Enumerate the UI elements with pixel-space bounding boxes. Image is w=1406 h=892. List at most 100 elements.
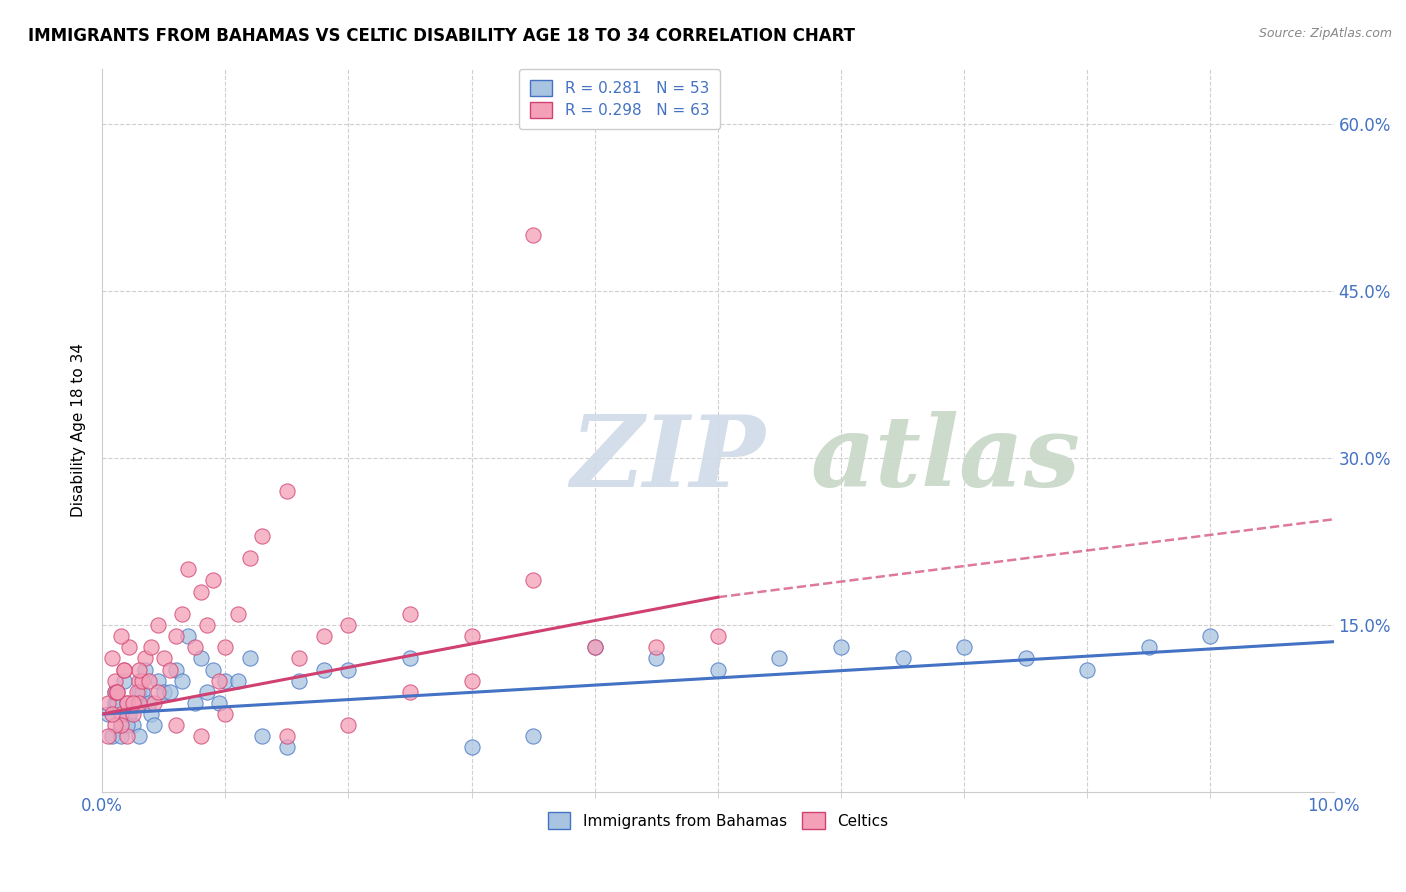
- Point: [152, 651, 174, 665]
- Point: [128, 729, 150, 743]
- Point: [522, 574, 544, 588]
- Point: [226, 673, 249, 688]
- Point: [583, 640, 606, 655]
- Point: [399, 685, 422, 699]
- Point: [165, 718, 187, 732]
- Point: [522, 729, 544, 743]
- Point: [460, 673, 482, 688]
- Point: [214, 707, 236, 722]
- Point: [399, 607, 422, 621]
- Point: [183, 696, 205, 710]
- Point: [103, 718, 125, 732]
- Point: [172, 607, 194, 621]
- Point: [115, 696, 138, 710]
- Point: [115, 729, 138, 743]
- Point: [239, 551, 262, 566]
- Point: [101, 707, 124, 722]
- Point: [112, 663, 135, 677]
- Point: [97, 696, 120, 710]
- Point: [152, 685, 174, 699]
- Point: [522, 228, 544, 243]
- Point: [134, 663, 156, 677]
- Point: [460, 629, 482, 643]
- Point: [190, 729, 212, 743]
- Point: [125, 685, 148, 699]
- Text: IMMIGRANTS FROM BAHAMAS VS CELTIC DISABILITY AGE 18 TO 34 CORRELATION CHART: IMMIGRANTS FROM BAHAMAS VS CELTIC DISABI…: [28, 27, 855, 45]
- Point: [177, 562, 200, 576]
- Point: [131, 673, 153, 688]
- Point: [159, 685, 181, 699]
- Point: [953, 640, 976, 655]
- Point: [1199, 629, 1222, 643]
- Point: [195, 685, 218, 699]
- Point: [105, 685, 128, 699]
- Point: [1137, 640, 1160, 655]
- Point: [337, 618, 360, 632]
- Point: [146, 685, 169, 699]
- Point: [583, 640, 606, 655]
- Point: [138, 673, 160, 688]
- Point: [122, 696, 145, 710]
- Point: [707, 629, 730, 643]
- Point: [1015, 651, 1038, 665]
- Point: [165, 663, 187, 677]
- Point: [214, 640, 236, 655]
- Point: [125, 696, 148, 710]
- Point: [103, 696, 125, 710]
- Point: [177, 629, 200, 643]
- Point: [128, 685, 150, 699]
- Point: [707, 663, 730, 677]
- Point: [183, 640, 205, 655]
- Point: [110, 718, 132, 732]
- Point: [110, 629, 132, 643]
- Point: [1076, 663, 1098, 677]
- Point: [122, 718, 145, 732]
- Point: [118, 640, 141, 655]
- Point: [226, 607, 249, 621]
- Point: [105, 685, 128, 699]
- Point: [276, 484, 298, 499]
- Point: [122, 707, 145, 722]
- Point: [128, 673, 150, 688]
- Point: [103, 685, 125, 699]
- Point: [142, 696, 165, 710]
- Point: [118, 707, 141, 722]
- Point: [112, 673, 135, 688]
- Point: [165, 629, 187, 643]
- Point: [252, 529, 274, 543]
- Point: [103, 673, 125, 688]
- Point: [276, 740, 298, 755]
- Y-axis label: Disability Age 18 to 34: Disability Age 18 to 34: [72, 343, 86, 517]
- Point: [202, 574, 225, 588]
- Point: [101, 651, 124, 665]
- Point: [112, 663, 135, 677]
- Point: [399, 651, 422, 665]
- Point: [172, 673, 194, 688]
- Point: [195, 618, 218, 632]
- Point: [128, 663, 150, 677]
- Point: [288, 651, 311, 665]
- Text: atlas: atlas: [810, 411, 1080, 508]
- Point: [337, 663, 360, 677]
- Point: [101, 729, 124, 743]
- Point: [190, 651, 212, 665]
- Point: [891, 651, 914, 665]
- Point: [142, 718, 165, 732]
- Point: [146, 618, 169, 632]
- Point: [645, 651, 668, 665]
- Point: [252, 729, 274, 743]
- Point: [312, 663, 335, 677]
- Point: [208, 696, 231, 710]
- Point: [146, 673, 169, 688]
- Text: ZIP: ZIP: [571, 411, 765, 508]
- Point: [159, 663, 181, 677]
- Point: [239, 651, 262, 665]
- Point: [830, 640, 852, 655]
- Point: [128, 696, 150, 710]
- Point: [768, 651, 790, 665]
- Point: [115, 696, 138, 710]
- Point: [103, 685, 125, 699]
- Legend: Immigrants from Bahamas, Celtics: Immigrants from Bahamas, Celtics: [541, 806, 894, 835]
- Point: [110, 718, 132, 732]
- Point: [645, 640, 668, 655]
